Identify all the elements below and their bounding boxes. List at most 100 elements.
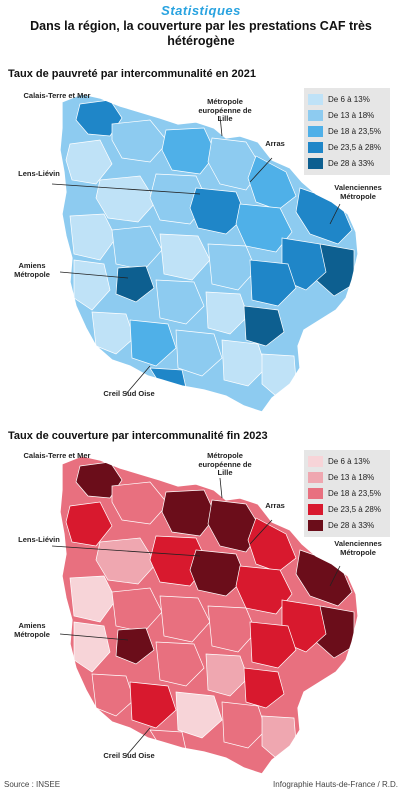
- legend-label: De 28 à 33%: [328, 158, 375, 168]
- legend-item: De 18 à 23,5%: [308, 124, 386, 138]
- intercommunality-area: [65, 501, 113, 547]
- place-label-lille: Métropole européenne de Lille: [198, 451, 252, 477]
- place-label-lille: Métropole européenne de Lille: [198, 97, 252, 123]
- place-label-arras: Arras: [265, 501, 285, 510]
- legend-swatch: [308, 519, 323, 531]
- credit-note: Infographie Hauts-de-France / R.D.: [273, 780, 398, 789]
- intercommunality-area: [91, 311, 135, 355]
- legend-label: De 18 à 23,5%: [328, 488, 381, 498]
- intercommunality-area: [221, 701, 267, 749]
- legend-swatch: [308, 93, 323, 105]
- intercommunality-area: [155, 279, 205, 325]
- leader-line: [329, 203, 341, 225]
- coverage-map: [51, 455, 359, 775]
- legend-item: De 6 à 13%: [308, 454, 386, 468]
- leader-line: [125, 365, 151, 395]
- intercommunality-area: [235, 203, 293, 253]
- intercommunality-area: [129, 681, 177, 729]
- legend-swatch: [308, 109, 323, 121]
- intercommunality-area: [111, 119, 169, 163]
- leader-line: [219, 115, 223, 137]
- legend-item: De 13 à 18%: [308, 108, 386, 122]
- intercommunality-area: [73, 621, 111, 673]
- legend-item: De 18 à 23,5%: [308, 486, 386, 500]
- place-label-arras: Arras: [265, 139, 285, 148]
- place-label-amiens: Amiens Métropole: [14, 621, 50, 639]
- intercommunality-area: [115, 265, 155, 303]
- intercommunality-area: [175, 691, 223, 739]
- leader-line: [249, 157, 273, 183]
- leader-line: [125, 727, 151, 757]
- intercommunality-area: [161, 489, 217, 537]
- legend-item: De 28 à 33%: [308, 156, 386, 170]
- leader-line: [51, 183, 201, 195]
- place-label-creil: Creil Sud Oise: [103, 751, 155, 760]
- source-note: Source : INSEE: [4, 780, 61, 789]
- leader-line: [249, 519, 273, 545]
- legend-item: De 23,5 à 28%: [308, 140, 386, 154]
- legend-label: De 13 à 18%: [328, 472, 375, 482]
- intercommunality-area: [159, 233, 211, 281]
- intercommunality-area: [129, 319, 177, 367]
- intercommunality-area: [65, 139, 113, 185]
- intercommunality-area: [207, 243, 257, 291]
- leader-line: [329, 565, 341, 587]
- legend-label: De 28 à 33%: [328, 520, 375, 530]
- legend-label: De 23,5 à 28%: [328, 142, 381, 152]
- legend-swatch: [308, 141, 323, 153]
- intercommunality-area: [243, 305, 285, 347]
- place-label-valenciennes: Valenciennes Métropole: [334, 183, 382, 201]
- intercommunality-area: [111, 587, 163, 633]
- legend-label: De 13 à 18%: [328, 110, 375, 120]
- region-poverty-shape: [60, 94, 358, 412]
- leader-line: [219, 477, 223, 499]
- kicker: Statistiques: [161, 3, 241, 18]
- legend-swatch: [308, 157, 323, 169]
- leader-line: [51, 545, 201, 557]
- region-outline: [59, 93, 359, 413]
- intercommunality-area: [243, 667, 285, 709]
- intercommunality-area: [111, 225, 163, 271]
- legend-poverty: De 6 à 13% De 13 à 18% De 18 à 23,5% De …: [304, 88, 390, 175]
- intercommunality-area: [73, 259, 111, 311]
- legend-item: De 28 à 33%: [308, 518, 386, 532]
- legend-item: De 6 à 13%: [308, 92, 386, 106]
- legend-item: De 13 à 18%: [308, 470, 386, 484]
- intercommunality-area: [249, 259, 297, 307]
- legend-coverage: De 6 à 13% De 13 à 18% De 18 à 23,5% De …: [304, 450, 390, 537]
- legend-label: De 18 à 23,5%: [328, 126, 381, 136]
- intercommunality-area: [205, 653, 249, 697]
- legend-swatch: [308, 487, 323, 499]
- region-outline: [59, 455, 359, 775]
- place-label-lens: Lens-Liévin: [18, 535, 60, 544]
- map-title-poverty: Taux de pauvreté par intercommunalité en…: [8, 68, 256, 80]
- leader-line: [59, 633, 129, 641]
- intercommunality-area: [221, 339, 267, 387]
- region-coverage-shape: [60, 456, 358, 774]
- intercommunality-area: [175, 329, 223, 377]
- legend-label: De 6 à 13%: [328, 94, 370, 104]
- intercommunality-area: [249, 621, 297, 669]
- intercommunality-area: [159, 595, 211, 643]
- poverty-map: [51, 93, 359, 413]
- map-title-coverage: Taux de couverture par intercommunalité …: [8, 430, 268, 442]
- intercommunality-area: [189, 549, 247, 597]
- intercommunality-area: [115, 627, 155, 665]
- place-label-amiens: Amiens Métropole: [14, 261, 50, 279]
- legend-label: De 6 à 13%: [328, 456, 370, 466]
- legend-swatch: [308, 503, 323, 515]
- headline: Dans la région, la couverture par les pr…: [30, 19, 372, 48]
- intercommunality-area: [155, 641, 205, 687]
- legend-swatch: [308, 455, 323, 467]
- place-label-calais: Calais-Terre et Mer: [23, 451, 91, 460]
- place-label-calais: Calais-Terre et Mer: [23, 91, 91, 100]
- intercommunality-area: [207, 605, 257, 653]
- intercommunality-area: [91, 673, 135, 717]
- place-label-lens: Lens-Liévin: [18, 169, 60, 178]
- intercommunality-area: [95, 175, 157, 223]
- legend-label: De 23,5 à 28%: [328, 504, 381, 514]
- place-label-valenciennes: Valenciennes Métropole: [334, 539, 382, 557]
- legend-item: De 23,5 à 28%: [308, 502, 386, 516]
- place-label-creil: Creil Sud Oise: [103, 389, 155, 398]
- intercommunality-area: [95, 537, 157, 585]
